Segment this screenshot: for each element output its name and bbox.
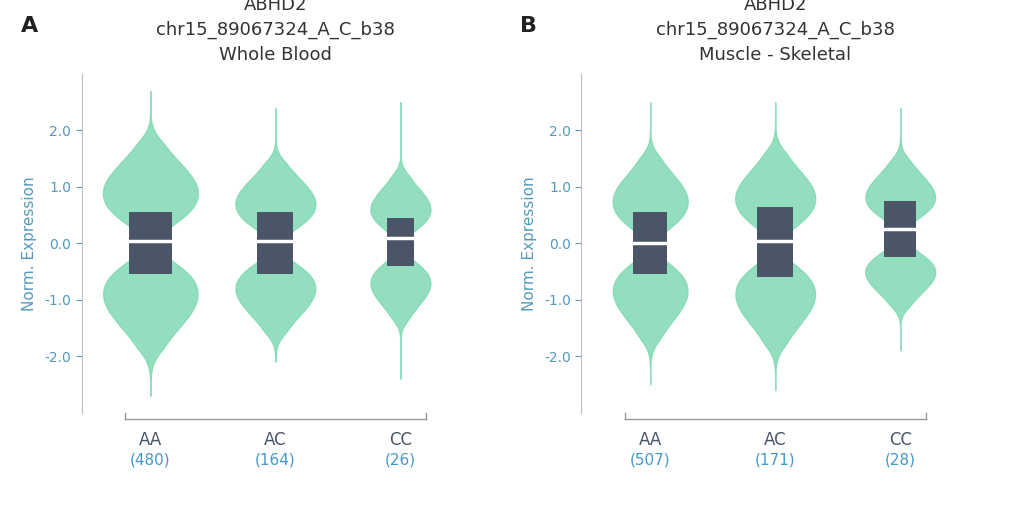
Text: B: B: [520, 16, 537, 36]
FancyBboxPatch shape: [128, 212, 171, 275]
FancyBboxPatch shape: [257, 212, 293, 275]
FancyBboxPatch shape: [386, 218, 414, 266]
Text: AC: AC: [763, 431, 786, 449]
Y-axis label: Norm. Expression: Norm. Expression: [22, 176, 38, 311]
FancyBboxPatch shape: [633, 212, 666, 275]
Text: (507): (507): [630, 452, 669, 467]
Text: CC: CC: [888, 431, 911, 449]
Text: A: A: [20, 16, 38, 36]
Text: (26): (26): [384, 452, 416, 467]
Y-axis label: Norm. Expression: Norm. Expression: [522, 176, 537, 311]
Text: AA: AA: [638, 431, 661, 449]
Text: AC: AC: [264, 431, 286, 449]
FancyBboxPatch shape: [883, 201, 915, 258]
Text: CC: CC: [388, 431, 412, 449]
Text: (171): (171): [754, 452, 795, 467]
Text: (28): (28): [883, 452, 915, 467]
Text: (164): (164): [255, 452, 296, 467]
Text: (480): (480): [130, 452, 170, 467]
Title: ABHD2
chr15_89067324_A_C_b38
Whole Blood: ABHD2 chr15_89067324_A_C_b38 Whole Blood: [156, 0, 394, 64]
Text: AA: AA: [139, 431, 162, 449]
Title: ABHD2
chr15_89067324_A_C_b38
Muscle - Skeletal: ABHD2 chr15_89067324_A_C_b38 Muscle - Sk…: [655, 0, 894, 64]
FancyBboxPatch shape: [756, 207, 793, 277]
